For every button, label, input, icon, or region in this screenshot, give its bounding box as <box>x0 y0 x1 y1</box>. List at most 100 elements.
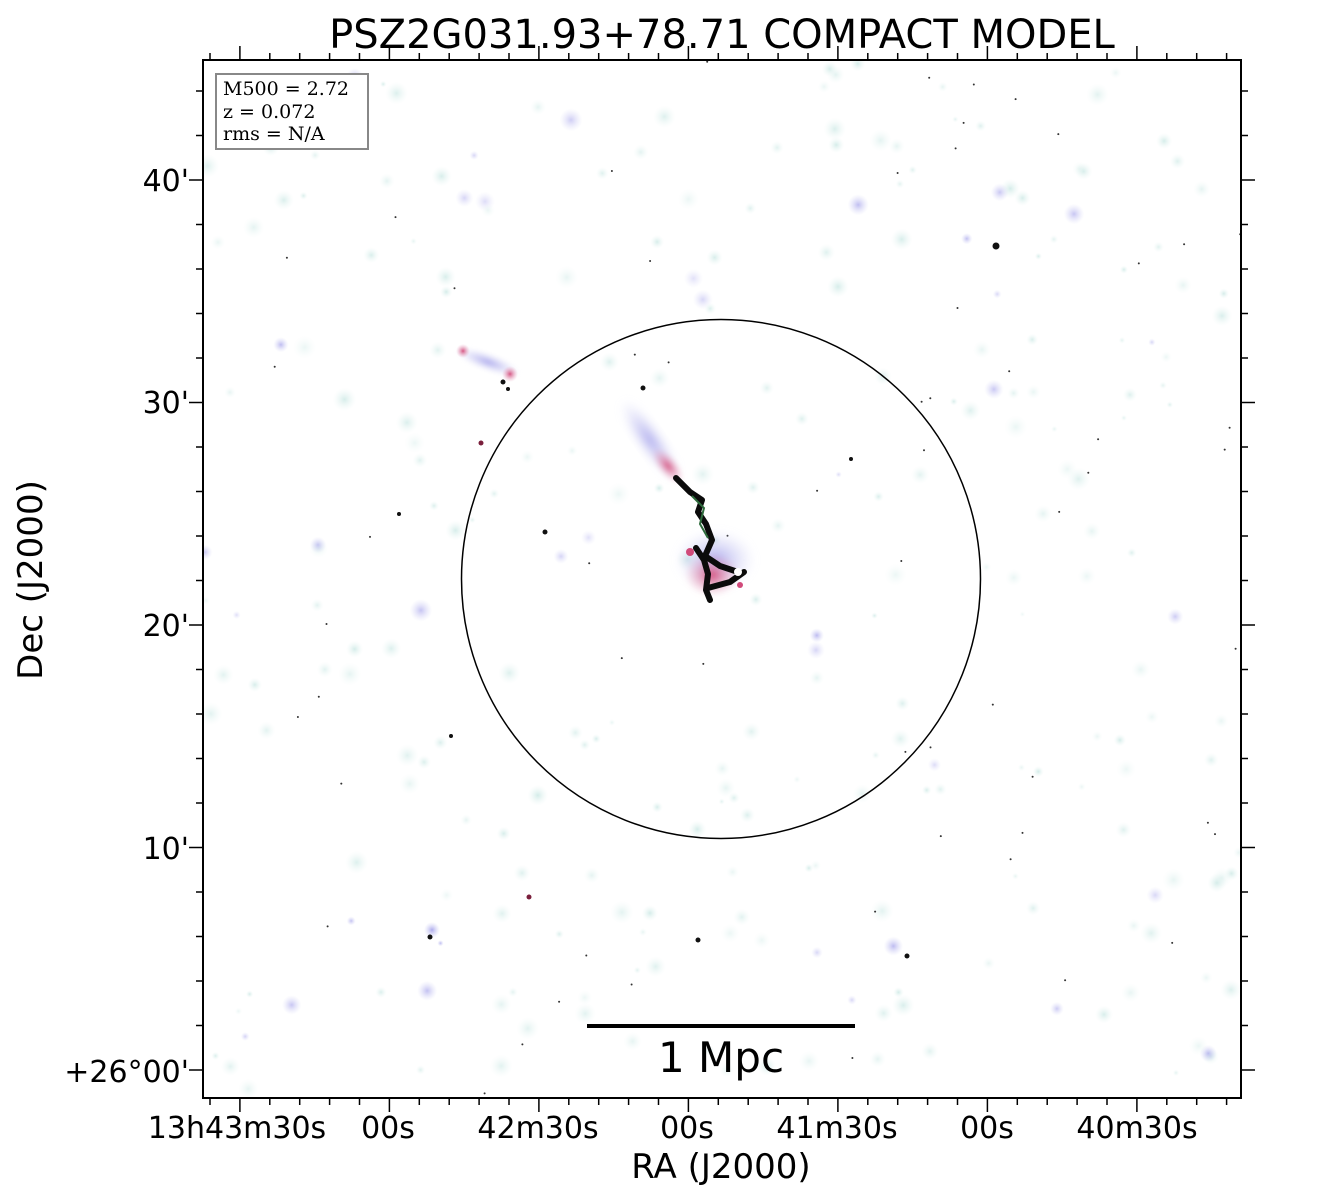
faint-source <box>1126 548 1137 558</box>
faint-source <box>910 465 930 485</box>
faint-source <box>1162 868 1185 892</box>
faint-source <box>1233 846 1241 859</box>
faint-source <box>759 380 774 396</box>
faint-source <box>770 518 786 534</box>
point-source <box>972 83 975 86</box>
info-rms: rms = N/A <box>223 123 325 145</box>
point-source <box>610 170 613 172</box>
faint-source <box>793 775 801 784</box>
point-source <box>962 121 965 124</box>
faint-source <box>718 798 725 805</box>
faint-source <box>555 265 579 289</box>
faint-source <box>1007 387 1020 400</box>
faint-source <box>379 173 395 189</box>
faint-source <box>243 216 265 239</box>
x-axis-title: RA (J2000) <box>631 1147 810 1187</box>
faint-source <box>749 592 763 607</box>
faint-source <box>1116 759 1137 780</box>
faint-source <box>583 867 600 884</box>
faint-source <box>282 995 302 1015</box>
faint-source <box>809 628 824 643</box>
faint-source <box>599 352 620 372</box>
faint-source <box>554 929 564 939</box>
faint-source <box>960 400 981 421</box>
faint-source <box>498 662 521 684</box>
faint-source <box>520 450 535 464</box>
faint-source <box>1049 234 1059 244</box>
faint-source <box>1122 387 1138 402</box>
faint-source <box>1169 153 1186 170</box>
faint-source <box>649 368 670 389</box>
point-source <box>558 1000 561 1003</box>
faint-source <box>213 664 234 686</box>
point-source <box>1183 243 1186 246</box>
faint-source <box>704 302 717 315</box>
faint-source <box>240 1032 250 1041</box>
y-tick-labels: +26°00' 10' 20' 30' 40' <box>64 164 189 1090</box>
faint-source <box>238 1078 259 1098</box>
faint-source <box>210 235 226 250</box>
point-source <box>340 782 343 785</box>
faint-source <box>714 760 731 777</box>
faint-source <box>1077 567 1096 586</box>
point-source <box>285 256 288 259</box>
faint-source <box>345 850 369 875</box>
point-source <box>394 216 397 219</box>
point-source <box>923 449 925 452</box>
faint-source <box>719 1062 734 1078</box>
faint-source <box>415 1065 426 1075</box>
faint-source <box>874 1004 893 1023</box>
faint-source <box>1166 401 1174 409</box>
faint-source <box>429 341 447 359</box>
point-source <box>1021 831 1024 834</box>
r500-circle <box>460 318 982 840</box>
radio-emission-layer: 1 Mpc <box>203 60 1241 1098</box>
faint-source <box>292 335 317 360</box>
point-source <box>706 60 709 63</box>
faint-source <box>409 599 433 622</box>
point-source <box>1206 821 1209 824</box>
faint-source <box>417 980 438 1001</box>
faint-source <box>1140 922 1163 945</box>
point-source <box>325 623 328 625</box>
faint-source <box>908 165 917 175</box>
faint-source <box>559 108 583 132</box>
faint-source <box>1211 305 1233 327</box>
faint-source <box>888 138 905 155</box>
faint-source <box>850 60 866 72</box>
faint-source <box>491 994 512 1015</box>
faint-source <box>1220 979 1241 1001</box>
x-tick-label: 41m30s <box>776 1111 897 1146</box>
southern-source-group <box>397 242 1000 959</box>
faint-source <box>949 397 958 406</box>
faint-source <box>742 722 761 741</box>
faint-source <box>817 243 836 262</box>
point-source <box>649 260 652 262</box>
faint-source <box>247 677 262 692</box>
faint-source <box>553 548 569 564</box>
faint-source <box>716 778 736 798</box>
faint-source <box>346 640 364 658</box>
faint-source <box>1174 276 1192 294</box>
y-axis-title: Dec (J2000) <box>11 480 51 680</box>
point-source <box>896 172 899 174</box>
faint-source <box>1148 338 1156 346</box>
faint-source <box>439 888 454 902</box>
point-source <box>900 560 903 562</box>
point-source <box>585 954 588 957</box>
faint-source <box>795 411 809 426</box>
extended-source-northwest <box>455 344 521 391</box>
faint-source <box>245 990 254 998</box>
faint-source <box>608 719 616 726</box>
faint-source <box>379 80 387 88</box>
faint-source <box>203 702 223 726</box>
faint-source <box>508 987 518 997</box>
faint-source <box>934 783 947 796</box>
faint-source <box>1113 733 1127 747</box>
x-tick-label: 00s <box>660 1111 714 1146</box>
faint-source <box>527 784 549 806</box>
faint-source <box>645 956 666 977</box>
point-source <box>920 400 923 403</box>
x-tick-label: 13h43m30s <box>148 1111 326 1146</box>
point-source <box>633 353 636 356</box>
